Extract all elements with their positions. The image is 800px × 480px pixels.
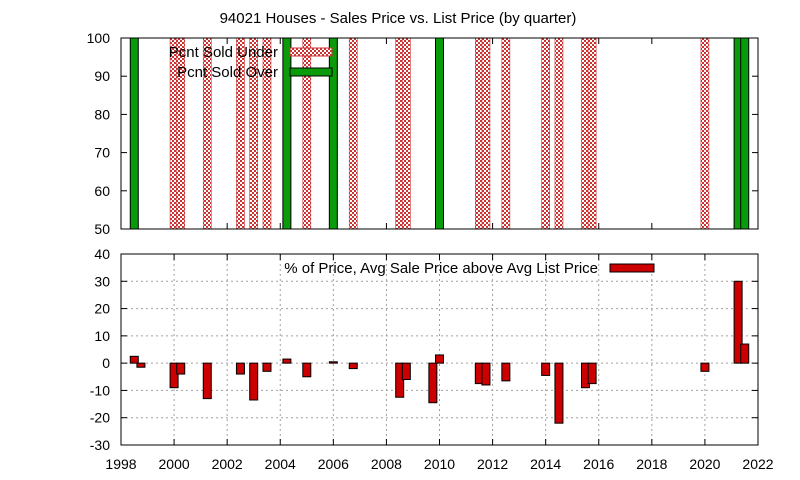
bar-pct-above-list — [740, 343, 750, 364]
bottom-y-tick-label: 40 — [94, 246, 110, 262]
bottom-y-tick-label: -20 — [90, 410, 110, 426]
legend-swatch-sold-over — [289, 67, 333, 77]
bar-pcnt-sold-over — [435, 37, 444, 230]
bar-pct-above-list — [587, 362, 597, 385]
bottom-plot-frame — [120, 253, 759, 446]
bottom-panel: -30 -20 -10 0 10 20 30 40 1998 2000 2002 2004 2006 20… — [90, 246, 774, 472]
x-tick-label: 2000 — [159, 456, 190, 472]
legend-label-sold-under: Pcnt Sold Under — [169, 44, 278, 61]
bottom-y-tick-label: 30 — [94, 273, 110, 289]
x-tick-label: 2018 — [636, 456, 667, 472]
x-tick-label: 2002 — [212, 456, 243, 472]
bar-pct-above-list — [501, 362, 511, 382]
top-y-tick-label: 80 — [94, 106, 110, 122]
bar-pcnt-sold-under — [554, 37, 564, 230]
bar-pct-above-list — [169, 362, 179, 389]
top-y-tick-label: 90 — [94, 68, 110, 84]
bottom-y-tick-label: 10 — [94, 328, 110, 344]
bottom-y-tick-label: -10 — [90, 382, 110, 398]
bar-pcnt-sold-over — [282, 37, 292, 230]
top-y-tick-label: 50 — [94, 221, 110, 237]
top-y-tick-label: 100 — [87, 30, 111, 46]
bottom-y-tick-label: -30 — [90, 437, 110, 453]
bottom-y-tick-label: 20 — [94, 301, 110, 317]
bar-pcnt-sold-over — [129, 37, 139, 230]
top-y-tick-label: 60 — [94, 183, 110, 199]
legend-label-sold-over: Pcnt Sold Over — [177, 64, 278, 81]
bar-pct-above-list — [435, 354, 444, 364]
legend-swatch-pct-above-list — [609, 263, 655, 273]
bar-pct-above-list — [328, 361, 338, 364]
top-y-tick-label: 70 — [94, 145, 110, 161]
bar-pct-above-list — [541, 362, 551, 376]
legend-label-pct-above-list: % of Price, Avg Sale Price above Avg Lis… — [284, 260, 598, 277]
x-tick-label: 2012 — [477, 456, 508, 472]
bottom-y-tick-label: 0 — [102, 355, 110, 371]
top-plot-frame — [120, 37, 759, 230]
bar-pcnt-sold-under — [501, 37, 511, 230]
bar-pct-above-list — [395, 362, 405, 398]
bar-pct-above-list — [554, 362, 564, 424]
bar-pct-above-list — [176, 362, 186, 375]
bar-pct-above-list — [302, 362, 312, 378]
bar-pct-above-list — [401, 362, 411, 381]
bar-pcnt-sold-over — [740, 37, 750, 230]
bar-pcnt-sold-under — [587, 37, 597, 230]
x-tick-label: 2008 — [371, 456, 402, 472]
bar-pct-above-list — [700, 362, 710, 372]
bar-pcnt-sold-under — [481, 37, 491, 230]
x-tick-label: 2022 — [742, 456, 773, 472]
bar-pct-above-list — [262, 362, 272, 372]
bar-pct-above-list — [249, 362, 259, 401]
bar-pct-above-list — [348, 362, 358, 370]
x-tick-label: 2010 — [424, 456, 455, 472]
bar-pct-above-list — [481, 362, 491, 386]
x-tick-label: 2020 — [689, 456, 720, 472]
x-tick-label: 1998 — [105, 456, 136, 472]
legend-swatch-sold-under — [289, 47, 333, 57]
bar-pct-above-list — [202, 362, 212, 400]
bar-pct-above-list — [282, 358, 292, 364]
bar-pct-above-list — [136, 362, 146, 368]
bar-pct-above-list — [129, 355, 139, 364]
bar-pcnt-sold-under — [541, 37, 550, 230]
top-panel: 50 60 70 80 90 100 Pcnt Sold Under Pcnt Sold Ov… — [87, 30, 759, 237]
bar-pcnt-sold-under — [402, 37, 411, 230]
bar-pct-above-list — [428, 362, 438, 404]
bar-pcnt-sold-under — [302, 37, 312, 230]
x-tick-label: 2006 — [318, 456, 349, 472]
bar-pcnt-sold-under — [348, 37, 358, 230]
bar-pcnt-sold-over — [328, 37, 338, 230]
bar-pct-above-list — [235, 362, 245, 375]
x-tick-label: 2004 — [265, 456, 296, 472]
bar-pcnt-sold-under — [700, 37, 710, 230]
chart-title: 94021 Houses - Sales Price vs. List Pric… — [220, 10, 577, 27]
x-tick-label: 2014 — [530, 456, 561, 472]
bar-pct-above-list — [733, 280, 743, 364]
x-tick-label: 2016 — [583, 456, 614, 472]
